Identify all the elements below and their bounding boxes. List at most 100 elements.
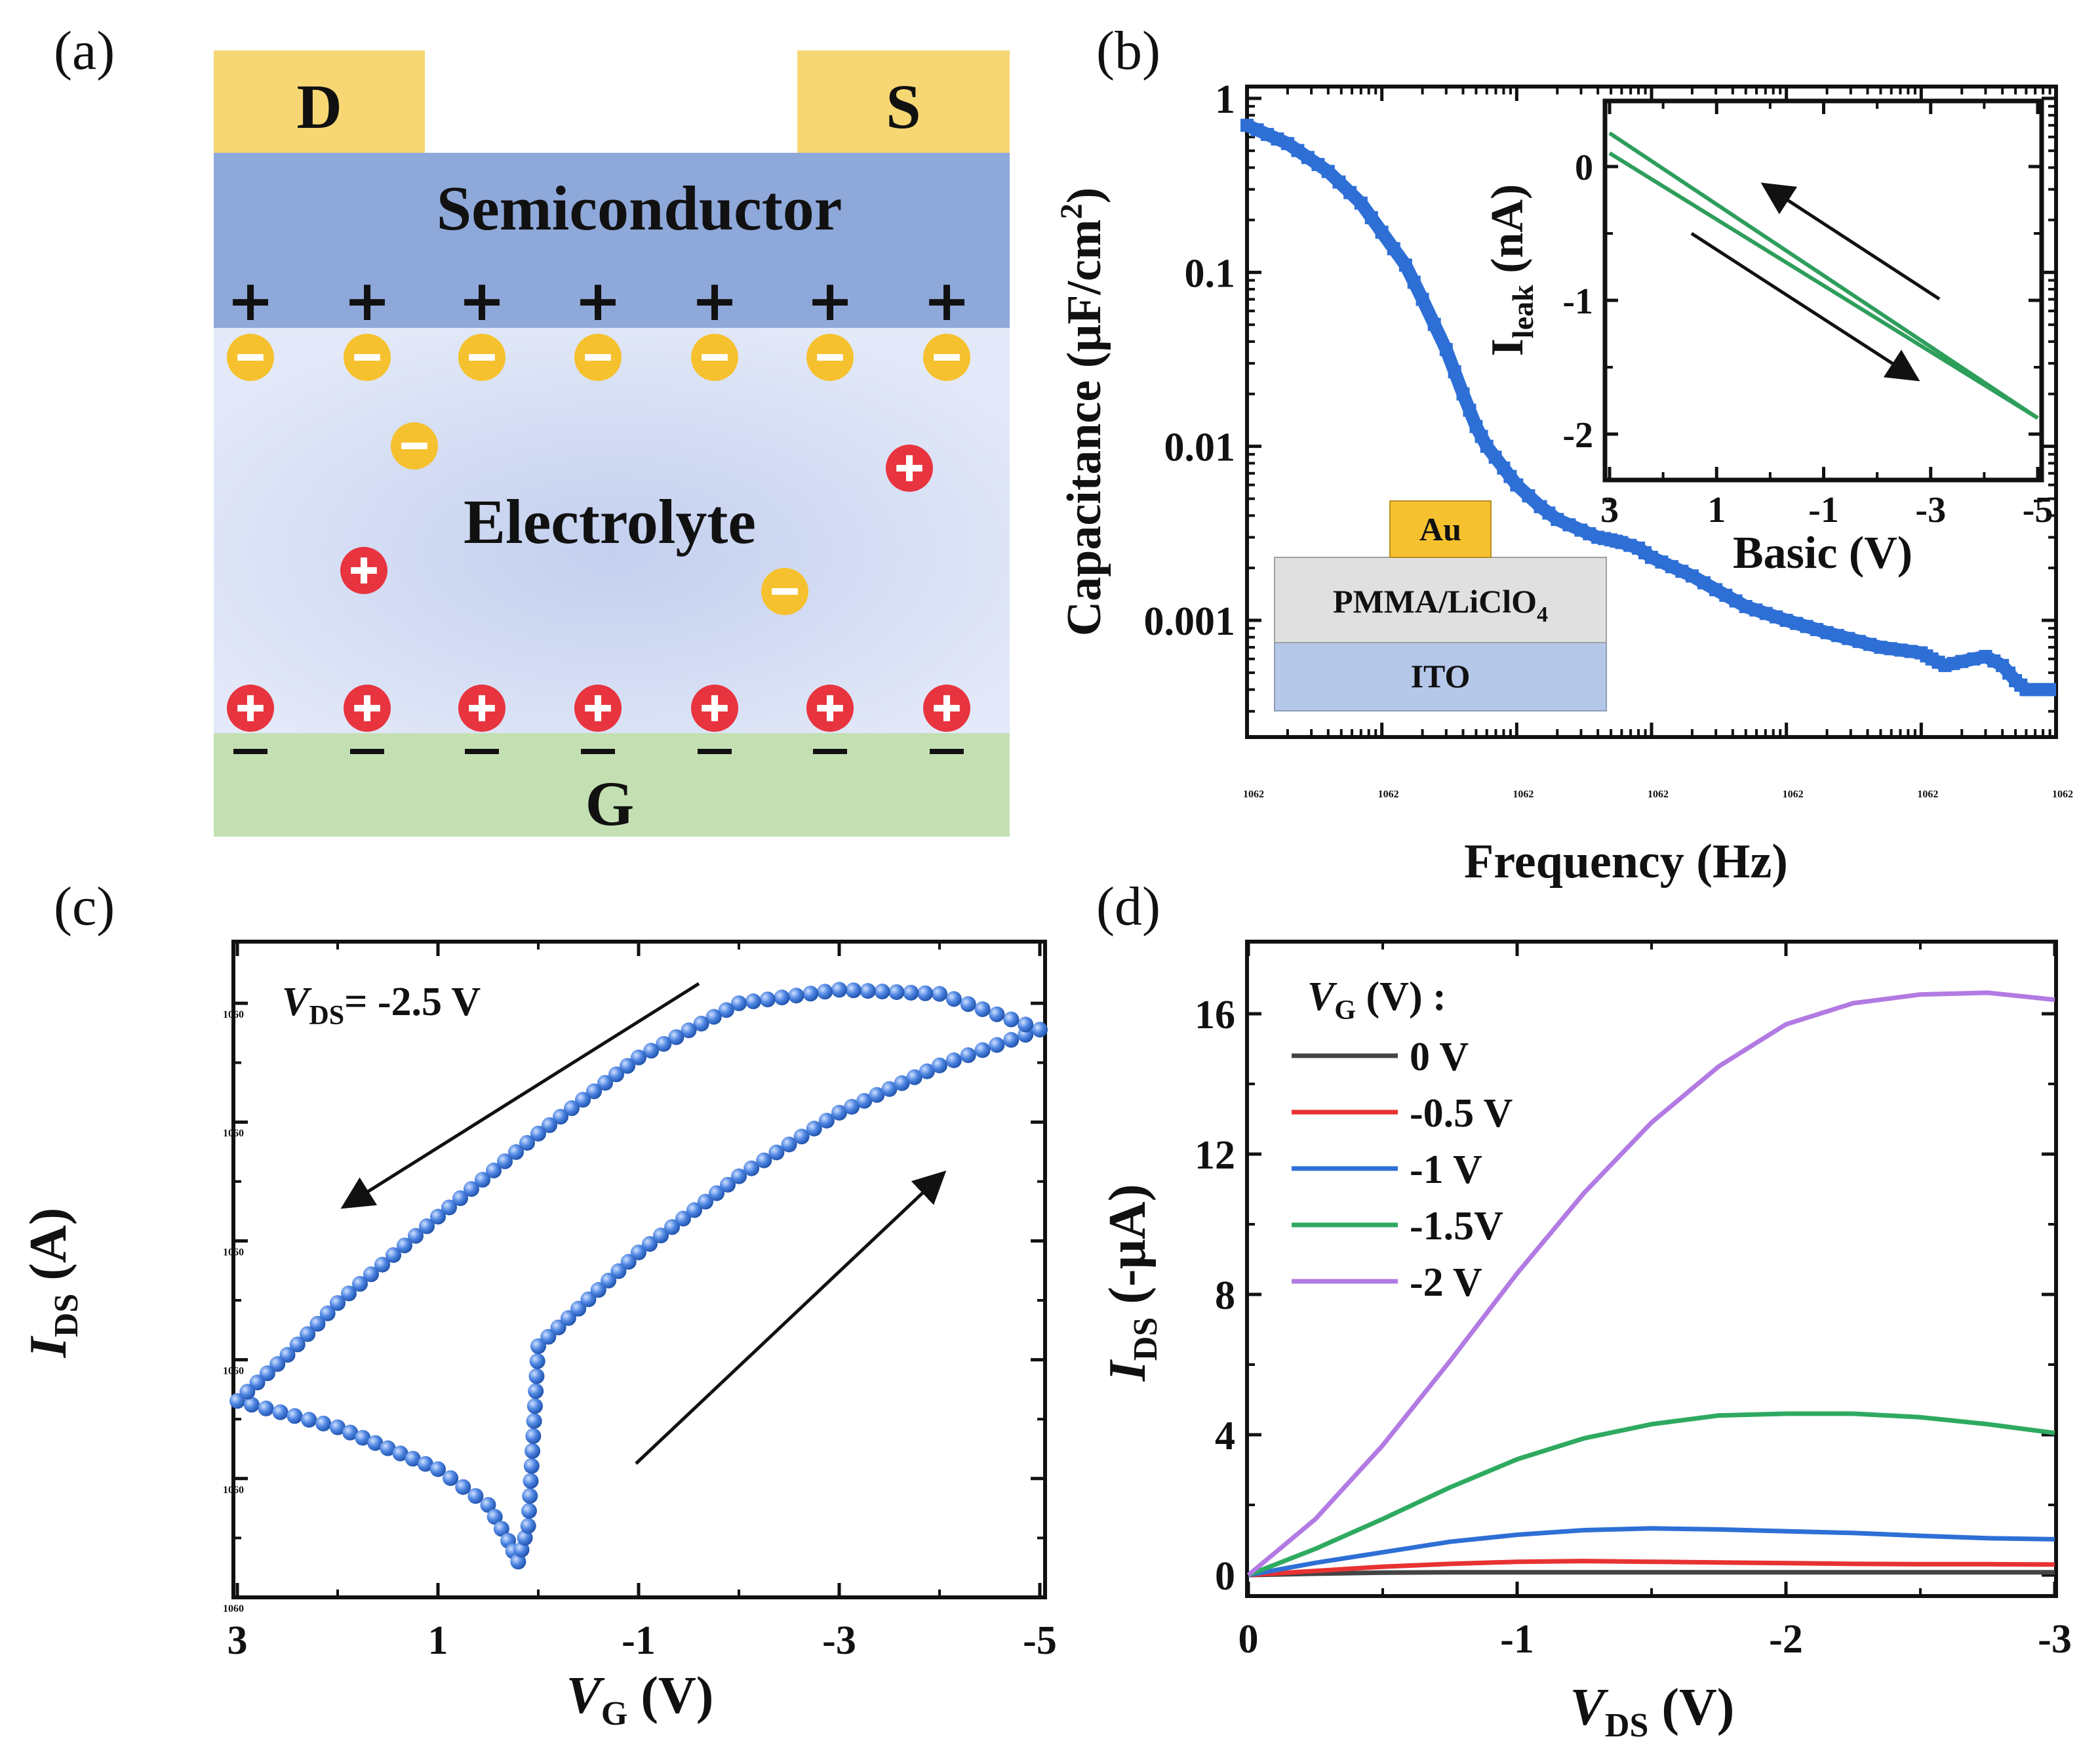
- inset-stack-pmma-sub: 4: [1537, 603, 1548, 627]
- leak-y-tick-label: 0: [1575, 148, 1593, 188]
- output-plot-frame: [1245, 940, 2058, 1598]
- output-line-4: [1246, 990, 2055, 1577]
- capacitance-point: [1719, 588, 1733, 602]
- legend-label-1: -0.5 V: [1410, 1091, 1513, 1136]
- transfer-point: [705, 1009, 722, 1025]
- transfer-point: [540, 1329, 557, 1345]
- leakage-inset-x-label: Basic (V): [1733, 528, 1912, 578]
- undefined-exp: 60: [233, 1366, 244, 1377]
- transfer-point: [272, 1404, 288, 1420]
- transfer-point: [528, 1368, 545, 1384]
- transfer-point: [526, 1413, 542, 1430]
- transfer-point: [693, 1015, 709, 1031]
- capacitance-point: [1729, 594, 1743, 608]
- leakage-y-sub: leak: [1506, 285, 1539, 338]
- capacitance-point: [1510, 478, 1524, 492]
- transfer-point: [315, 1415, 332, 1431]
- output-y-main: I: [1099, 1359, 1157, 1382]
- gate-minus-2: [465, 749, 499, 754]
- transfer-point: [793, 1129, 810, 1145]
- transfer-arrow-forward: [635, 1170, 947, 1465]
- capacitance-point: [1439, 343, 1453, 357]
- undefined-exp: 62: [2063, 789, 2073, 800]
- transfer-point: [523, 1473, 539, 1489]
- transfer-point: [522, 1488, 538, 1504]
- capacitance-series: [1240, 119, 2057, 696]
- transfer-point: [530, 1125, 546, 1142]
- transfer-point: [1003, 1031, 1020, 1048]
- text: 1062: [1513, 789, 1534, 800]
- anion-bulk-1-sign: [401, 442, 427, 450]
- transfer-point: [342, 1424, 359, 1441]
- hole-plus-6: +: [923, 268, 970, 334]
- capacitance-point: [1427, 317, 1441, 331]
- capacitance-point: [1759, 607, 1773, 620]
- panel-c-label: (c): [54, 876, 115, 937]
- capacitance-point: [1301, 151, 1315, 165]
- transfer-x-tick-label: 1: [428, 1618, 448, 1663]
- transfer-point: [363, 1266, 379, 1283]
- transfer-point: [575, 1092, 591, 1108]
- leakage-y-rest: (nA): [1482, 184, 1533, 285]
- undefined-exp: 62: [1254, 789, 1264, 800]
- transfer-point: [989, 1006, 1005, 1022]
- output-x-tick-label: -1: [1500, 1617, 1534, 1662]
- capacitance-point: [1967, 652, 1981, 666]
- transfer-point: [675, 1210, 691, 1227]
- leakage-inset-frame: [1602, 98, 2044, 483]
- leak-x-tick-label: -5: [2023, 490, 2053, 530]
- panel-b: (b) 1062 1062 1062 1062 1062 1062 106210.10.01…: [1054, 20, 2073, 889]
- leakage-inset-series: [1608, 131, 2039, 420]
- transfer-point: [269, 1356, 286, 1372]
- transfer-y-rest: (A): [20, 1208, 77, 1294]
- transfer-point: [802, 986, 819, 1002]
- anion-interface-6-sign: [934, 353, 960, 361]
- cation-bulk-1-sign-v: [905, 455, 913, 481]
- drain-label: D: [296, 71, 342, 142]
- transfer-point: [530, 1338, 546, 1354]
- text: 1060: [223, 1128, 244, 1139]
- transfer-point: [631, 1049, 646, 1066]
- transfer-point: [989, 1037, 1005, 1053]
- transfer-point: [774, 990, 790, 1006]
- panel-b-label: (b): [1096, 20, 1160, 81]
- transfer-point: [932, 1057, 947, 1073]
- capacitance-point: [1852, 635, 1866, 649]
- capacitance-point: [1250, 123, 1264, 137]
- transfer-series: [229, 982, 1048, 1570]
- transfer-point: [643, 1043, 660, 1059]
- transfer-point: [408, 1228, 424, 1244]
- capacitance-point: [1675, 565, 1689, 578]
- output-y-label: IDS (-μA): [1099, 1184, 1164, 1382]
- transfer-point: [249, 1374, 266, 1391]
- transfer-point: [525, 1428, 542, 1444]
- transfer-point: [301, 1412, 317, 1428]
- transfer-point: [1018, 1016, 1034, 1033]
- transfer-point: [586, 1083, 602, 1100]
- transfer-point: [386, 1247, 401, 1263]
- capacitance-point: [1709, 583, 1723, 597]
- inset-stack-ito-label: ITO: [1411, 658, 1471, 694]
- undefined-base: 10: [1648, 789, 1658, 800]
- undefined-exp: 62: [1523, 789, 1534, 800]
- transfer-y-sub: DS: [48, 1294, 85, 1337]
- text: 1062: [1648, 789, 1669, 800]
- capacitance-point: [1665, 560, 1678, 574]
- leakage-y-main: I: [1482, 338, 1533, 356]
- undefined-base: 10: [1378, 789, 1389, 800]
- capacitance-point: [1375, 226, 1389, 239]
- capacitance-point: [1655, 555, 1669, 569]
- capacitance-point: [1488, 450, 1502, 464]
- text: 1062: [1378, 789, 1399, 800]
- output-y-tick-label: 12: [1195, 1133, 1235, 1178]
- transfer-point: [601, 1272, 617, 1289]
- transfer-point: [974, 1001, 991, 1018]
- transfer-point: [845, 982, 862, 999]
- transfer-point: [405, 1450, 421, 1467]
- capacitance-point: [1820, 626, 1834, 639]
- text: 1062: [1783, 789, 1804, 800]
- transfer-point: [279, 1347, 296, 1363]
- undefined-base: 10: [1917, 789, 1928, 800]
- transfer-point: [653, 1228, 669, 1244]
- capacitance-point: [1332, 175, 1346, 189]
